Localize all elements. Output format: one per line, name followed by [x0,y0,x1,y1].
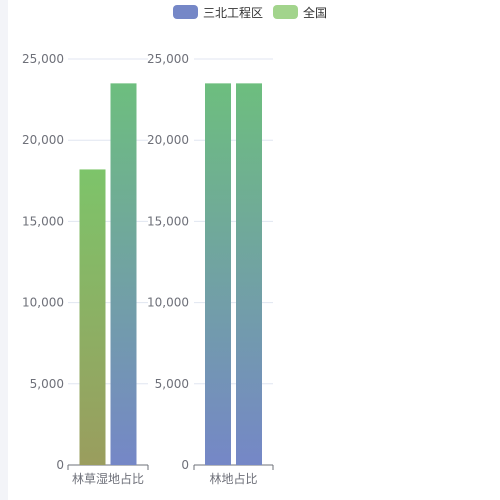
bar-national [110,83,137,466]
legend-item-sanbei[interactable]: 三北工程区 [172,4,263,21]
bar-sanbei [205,83,231,466]
y-tick-label: 0 [181,458,189,472]
left-edge-strip [0,0,8,500]
legend: 三北工程区 全国 [0,3,500,21]
x-category-label: 林地占比 [209,471,257,486]
y-tick-label: 10,000 [147,296,189,310]
legend-swatch-sanbei [172,5,198,19]
x-category-label: 林草湿地占比 [72,471,144,486]
y-tick-label: 20,000 [147,133,189,147]
legend-swatch-national [273,5,298,19]
y-tick-label: 25,000 [147,52,189,66]
y-tick-label: 15,000 [147,214,189,228]
y-tick-label: 20,000 [22,133,64,147]
legend-label-national: 全国 [303,5,328,20]
y-tick-label: 15,000 [22,214,64,228]
legend-label-sanbei: 三北工程区 [202,5,263,20]
y-tick-label: 0 [56,458,64,472]
bar-sanbei [79,169,106,465]
y-tick-label: 25,000 [22,52,64,66]
y-tick-label: 5,000 [155,377,189,391]
y-tick-label: 10,000 [22,296,64,310]
y-tick-label: 5,000 [30,377,64,391]
legend-item-national[interactable]: 全国 [273,4,327,21]
bar-national [236,83,262,466]
